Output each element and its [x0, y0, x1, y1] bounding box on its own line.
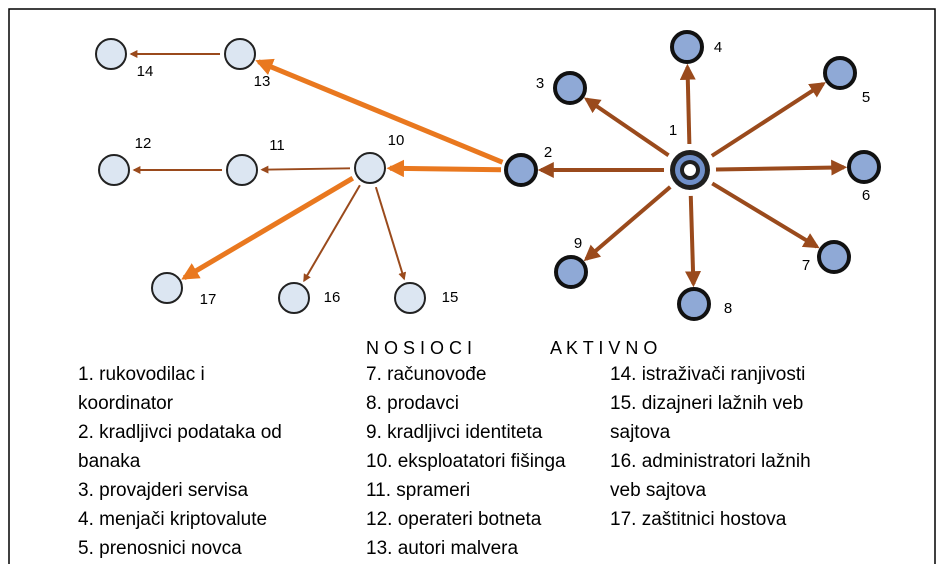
- node-label: 3: [536, 75, 544, 92]
- node: [823, 56, 857, 90]
- arrow: [386, 159, 502, 178]
- node-label: 12: [135, 135, 152, 152]
- node-label: 15: [442, 289, 459, 306]
- node: [817, 240, 851, 274]
- node: [224, 38, 256, 70]
- arrow: [260, 165, 351, 174]
- arrow: [303, 184, 361, 283]
- node-label: 7: [802, 257, 810, 274]
- node: [670, 30, 704, 64]
- node-label: 13: [254, 73, 271, 90]
- node-label: 11: [269, 137, 285, 154]
- arrow: [583, 185, 672, 262]
- legend-item: 12. operateri botneta: [366, 509, 542, 530]
- arrow: [679, 63, 696, 145]
- legend-item: 13. autori malvera: [366, 538, 519, 559]
- node-label: 4: [714, 39, 722, 56]
- node-label: 8: [724, 300, 732, 317]
- legend-item: 7. računovođe: [366, 364, 486, 385]
- node-label: 17: [200, 291, 217, 308]
- legend-item: 14. istraživači ranjivosti: [610, 364, 805, 385]
- legend-item: 1. rukovodilac i: [78, 364, 205, 385]
- legend-item: 2. kradljivci podataka od: [78, 422, 282, 443]
- arrow: [255, 58, 504, 165]
- node: [553, 71, 587, 105]
- node: [504, 153, 538, 187]
- node-label: 5: [862, 89, 870, 106]
- legend-item: banaka: [78, 451, 141, 472]
- node: [677, 287, 711, 321]
- arrow: [710, 82, 826, 158]
- heading: N O S I O C I: [366, 338, 472, 358]
- legend-item: 11. sprameri: [366, 480, 470, 501]
- node: [226, 154, 258, 186]
- node: [847, 150, 881, 184]
- arrow: [181, 176, 355, 280]
- legend-item: 15. dizajneri lažnih veb: [610, 393, 803, 414]
- arrow: [711, 181, 820, 249]
- node: [151, 272, 183, 304]
- legend-item: koordinator: [78, 393, 174, 414]
- node-label: 14: [137, 63, 154, 80]
- arrow: [685, 195, 702, 288]
- node: [684, 164, 696, 176]
- node-label: 1: [669, 122, 677, 139]
- legend-item: 3. provajderi servisa: [78, 480, 248, 501]
- node-label: 10: [388, 132, 405, 149]
- legend-item: 17. zaštitnici hostova: [610, 509, 787, 530]
- node-label: 9: [574, 235, 582, 252]
- arrow: [715, 159, 848, 176]
- node-label: 6: [862, 187, 870, 204]
- node: [554, 255, 588, 289]
- arrow: [583, 97, 670, 157]
- arrow: [374, 186, 407, 281]
- node: [278, 282, 310, 314]
- legend-item: 9. kradljivci identiteta: [366, 422, 543, 443]
- legend-item: 5. prenosnici novca: [78, 538, 242, 559]
- legend-item: veb sajtova: [610, 480, 707, 501]
- legend-item: 10. eksploatatori fišinga: [366, 451, 566, 472]
- node-label: 2: [544, 144, 552, 161]
- node: [354, 152, 386, 184]
- node: [394, 282, 426, 314]
- node: [98, 154, 130, 186]
- frame: [8, 8, 936, 564]
- legend-item: sajtova: [610, 422, 671, 443]
- legend-item: 16. administratori lažnih: [610, 451, 811, 472]
- legend-item: 4. menjači kriptovalute: [78, 509, 267, 530]
- legend-item: 8. prodavci: [366, 393, 459, 414]
- node-label: 16: [324, 289, 341, 306]
- node: [95, 38, 127, 70]
- heading: A K T I V N O: [550, 338, 657, 358]
